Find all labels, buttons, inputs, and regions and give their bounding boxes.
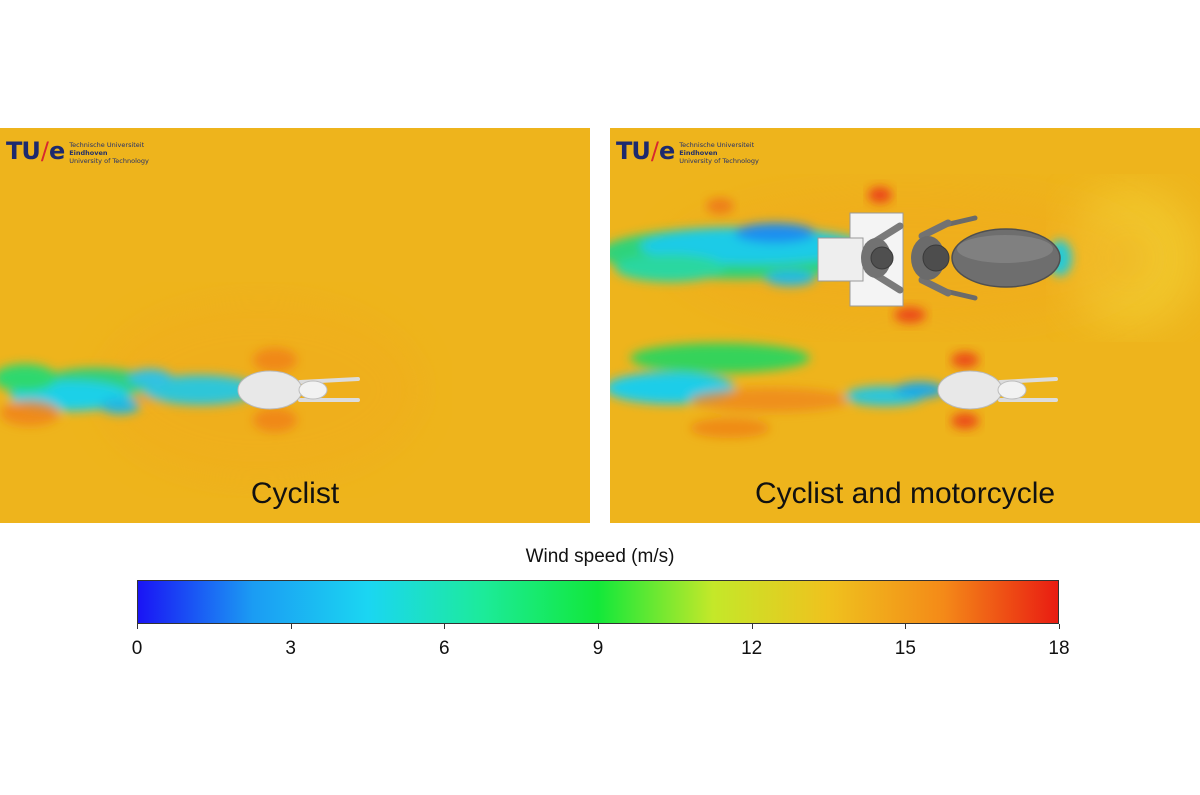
colorbar-tick-label: 6 <box>439 638 450 659</box>
wake-region <box>0 364 258 426</box>
high-speed-spot <box>253 348 297 372</box>
colorbar-tick-label: 9 <box>592 638 604 659</box>
panel-label-cyclist-motorcycle: Cyclist and motorcycle <box>754 477 1056 510</box>
high-speed-spot <box>706 198 734 214</box>
tue-logo: TU/e Technische Universiteit Eindhoven U… <box>616 136 759 166</box>
colorbar-tick-label: 0 <box>131 638 143 659</box>
high-speed-spot <box>951 352 979 368</box>
cyclist-figure <box>937 370 1058 410</box>
high-speed-spot <box>951 413 979 429</box>
colorbar-tick-mark <box>290 624 292 629</box>
high-speed-spot <box>868 187 892 203</box>
cyclist-motorcycle-flow-field <box>610 128 1200 523</box>
colorbar-tick-mark <box>751 624 753 629</box>
colorbar-tick-mark <box>444 624 446 629</box>
cyclist-panel: TU/e Technische Universiteit Eindhoven U… <box>0 128 590 523</box>
high-speed-spot <box>894 307 926 323</box>
motorcycle-wake-region <box>610 223 1072 286</box>
cyclist-motorcycle-panel: TU/e Technische Universiteit Eindhoven U… <box>610 128 1200 523</box>
motorcycle-figure <box>817 212 1061 307</box>
colorbar-title: Wind speed (m/s) <box>525 546 675 567</box>
cyclist-figure <box>237 370 360 410</box>
colorbar-tick-mark <box>1059 624 1060 629</box>
cyclist-wake-region <box>610 343 945 438</box>
tue-logo-text: Technische Universiteit Eindhoven Univer… <box>679 141 759 165</box>
tue-logo-mark: TU/e <box>6 137 65 165</box>
colorbar-tick-label: 12 <box>741 638 763 659</box>
colorbar-tick-label: 15 <box>894 638 916 659</box>
panel-label-cyclist: Cyclist <box>250 477 340 510</box>
tue-logo-mark: TU/e <box>616 137 675 165</box>
colorbar-tick-mark <box>905 624 907 629</box>
tue-logo: TU/e Technische Universiteit Eindhoven U… <box>6 136 149 166</box>
colorbar-tick-label: 18 <box>1048 638 1070 659</box>
pressure-halo <box>670 188 1150 328</box>
high-speed-spot <box>253 408 297 432</box>
tue-logo-text: Technische Universiteit Eindhoven Univer… <box>69 141 149 165</box>
colorbar-tick-label: 3 <box>285 638 296 659</box>
colorbar-tick-mark <box>598 624 599 629</box>
cyclist-flow-field <box>0 128 590 523</box>
colorbar <box>137 580 1059 624</box>
colorbar-tick-mark <box>137 624 138 629</box>
colorbar-ticks: 0 3 6 9 12 15 18 <box>132 624 1070 664</box>
